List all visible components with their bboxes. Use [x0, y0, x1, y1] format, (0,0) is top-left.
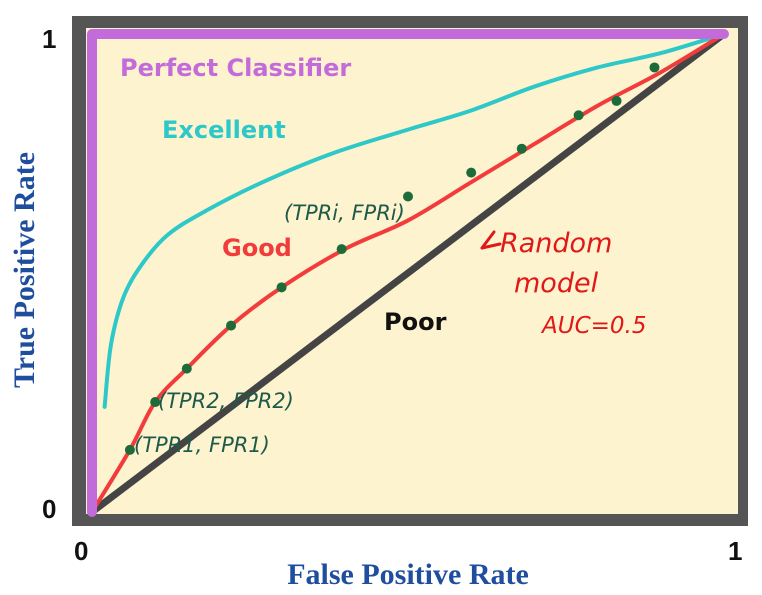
y-tick-0: 0 — [42, 494, 56, 524]
annotation-random-line1: Random — [500, 228, 612, 259]
poor-curve — [88, 30, 728, 516]
y-tick-1: 1 — [42, 24, 56, 54]
x-axis-title: False Positive Rate — [287, 558, 529, 591]
good-curve-point-8 — [466, 167, 477, 178]
good-curve-point-5 — [276, 282, 287, 293]
good-curve-point-6 — [336, 244, 347, 255]
good-curve-point-3 — [181, 363, 192, 374]
annotation-random-line2: model — [514, 268, 599, 299]
label-excellent: Excellent — [162, 116, 286, 144]
annotation-tpr1: (TPR1, FPR1) — [134, 433, 270, 457]
good-curve-point-7 — [403, 191, 413, 202]
annotation-random-line3: AUC=0.5 — [540, 313, 646, 339]
good-curve-point-1 — [124, 444, 135, 455]
annotation-tpr2: (TPR2, FPR2) — [158, 389, 294, 413]
good-curve-point-12 — [649, 62, 660, 73]
perfect-classifier-curve — [87, 29, 729, 517]
annotation-tpr-i: (TPRi, FPRi) — [284, 201, 405, 225]
good-curve-point-11 — [611, 95, 622, 106]
excellent-curve — [102, 32, 726, 409]
curves-layer — [87, 29, 729, 517]
random-arrow — [480, 230, 502, 250]
good-curve-point-4 — [226, 320, 237, 331]
label-good: Good — [222, 234, 292, 262]
good-curve-point-2 — [150, 397, 161, 408]
x-tick-1: 1 — [728, 536, 742, 566]
x-tick-0: 0 — [74, 536, 88, 566]
good-curve-point-10 — [573, 110, 584, 121]
good-curve-point-9 — [516, 143, 527, 154]
points-layer — [124, 62, 660, 455]
y-axis-title: True Positive Rate — [8, 152, 41, 388]
label-perfect-classifier: Perfect Classifier — [120, 54, 351, 82]
label-poor: Poor — [384, 308, 447, 336]
